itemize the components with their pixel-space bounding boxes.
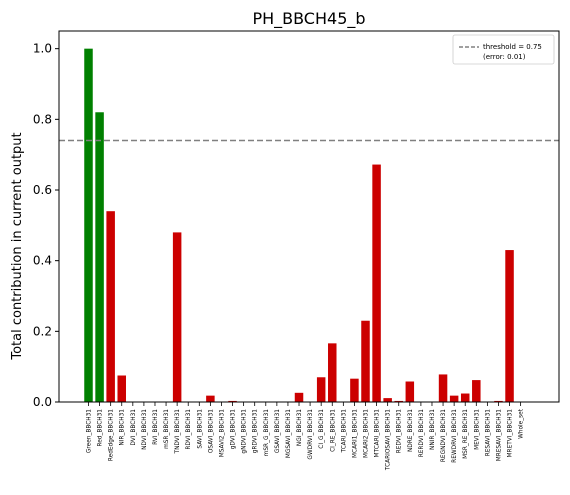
x-tick-label: MGSAVI_BBCH31 — [286, 409, 292, 458]
y-tick-label: 0.2 — [33, 324, 52, 338]
legend-box — [452, 34, 555, 65]
x-tick-label: Green_BBCH31 — [87, 409, 93, 453]
bars-group — [84, 48, 514, 403]
x-tick-label: MCARI2_BBCH31 — [364, 409, 370, 458]
bar — [84, 48, 93, 403]
x-tick-label: Red_BBCH31 — [98, 409, 104, 447]
x-tick-label: MRETVI_BBCH31 — [508, 409, 514, 458]
x-tick-label: MCARI1_BBCH31 — [352, 409, 358, 458]
bar — [117, 375, 126, 402]
x-tick-label: NIR_BBCH31 — [120, 409, 126, 446]
bar — [350, 378, 359, 402]
x-tick-label: NNIR_BBCH31 — [430, 409, 436, 450]
x-tick-label: gRDVI_BBCH31 — [253, 409, 259, 454]
bar — [172, 232, 182, 402]
bar — [361, 320, 370, 402]
x-tick-label: RERDVI_BBCH31 — [419, 409, 425, 458]
x-tick-label: MSAVI2_BBCH31 — [219, 409, 225, 458]
legend-error-label: (error: 0.01) — [483, 53, 526, 61]
x-tick-label: RESAVI_BBCH31 — [485, 409, 491, 457]
bar — [405, 381, 415, 402]
y-tick-label: 0.6 — [33, 183, 52, 197]
x-tick-label: gDVI_BBCH31 — [231, 409, 237, 450]
x-tick-label: NGI_BBCH31 — [297, 409, 303, 446]
x-axis-ticks: Green_BBCH31 Red_BBCH31 RedEdge_BBCH31 NIR_… — [87, 402, 525, 471]
x-tick-label: MTCARI_BBCH31 — [375, 409, 381, 458]
y-axis-label: Total contribution in current output — [10, 132, 25, 360]
bar — [294, 392, 304, 402]
y-tick-label: 0.0 — [33, 395, 52, 409]
bar — [449, 395, 459, 402]
x-tick-label: DVI_BBCH31 — [131, 409, 137, 446]
bar — [95, 112, 104, 403]
x-tick-label: RVI_BBCH31 — [153, 409, 159, 445]
x-tick-label: mSR_G_BBCH31 — [264, 409, 270, 457]
bar — [394, 400, 403, 402]
x-tick-label: MEVI_BBCH31 — [474, 409, 480, 450]
x-tick-label: gNDVI_BBCH31 — [242, 409, 248, 454]
y-tick-label: 1.0 — [33, 42, 52, 56]
x-tick-label: RDVI_BBCH31 — [186, 409, 192, 450]
x-tick-label: REDVI_BBCH31 — [397, 409, 403, 454]
legend: threshold = 0.75 (error: 0.01) — [452, 34, 555, 65]
bar — [494, 400, 503, 402]
x-tick-label: MRESAVI_BBCH31 — [496, 409, 502, 462]
x-tick-label: GSAVI_BBCH31 — [275, 409, 281, 453]
x-tick-label: NDVI_BBCH31 — [142, 409, 148, 450]
bar — [383, 398, 392, 402]
bar — [372, 164, 381, 402]
x-tick-label: OSAVI_BBCH31 — [208, 409, 214, 453]
bar — [438, 374, 448, 402]
x-tick-label: MSR_RE_BBCH31 — [463, 409, 469, 459]
legend-threshold-label: threshold = 0.75 — [483, 43, 542, 51]
x-tick-label: TCARIOSAVI_BBCH31 — [386, 409, 392, 471]
x-tick-label: REWDRVI_BBCH31 — [452, 409, 458, 463]
x-tick-label: Whole_set — [519, 408, 525, 439]
plot-frame — [58, 30, 560, 403]
bar — [316, 377, 326, 402]
y-tick-label: 0.8 — [33, 112, 52, 126]
x-tick-label: TNDVI_BBCH31 — [175, 409, 181, 455]
y-axis-ticks: 0.0 0.2 0.4 0.6 0.8 1.0 — [33, 42, 59, 409]
x-tick-label: GWDRVI_BBCH31 — [308, 409, 314, 460]
x-tick-label: CI_RE_BBCH31 — [330, 409, 336, 452]
x-tick-label: TCARI_BBCH31 — [341, 409, 347, 454]
bar — [505, 250, 514, 402]
x-tick-label: mSR_BBCH31 — [164, 409, 170, 449]
y-tick-label: 0.4 — [33, 254, 52, 268]
chart-title: PH_BBCH45_b — [252, 9, 365, 29]
bar — [460, 393, 470, 402]
x-tick-label: CI_G_BBCH31 — [319, 409, 325, 449]
bar — [328, 343, 337, 402]
bar — [472, 380, 481, 402]
x-tick-label: REGNDVI_BBCH31 — [441, 409, 447, 462]
bar — [106, 211, 115, 402]
x-tick-label: RedEdge_BBCH31 — [109, 409, 115, 461]
x-tick-label: SAVI_BBCH31 — [197, 409, 203, 449]
bar — [228, 400, 237, 402]
bar — [206, 395, 215, 402]
x-tick-label: NDRE_BBCH31 — [408, 409, 414, 452]
